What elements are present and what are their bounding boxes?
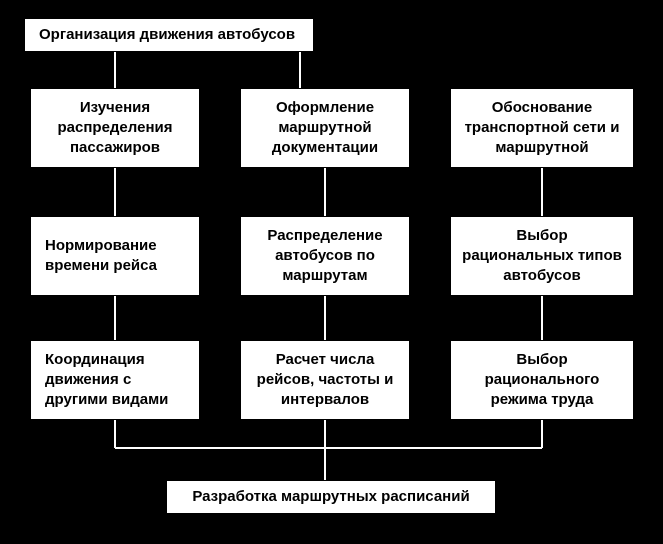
node-title: Организация движения автобусов (24, 18, 314, 52)
node-label: Выбор рациональных типов автобусов (459, 226, 625, 287)
node-label: Организация движения автобусов (39, 25, 295, 45)
node-label: Распределение автобусов по маршрутам (249, 226, 401, 287)
node-label: Выбор рационального режима труда (459, 350, 625, 411)
node-r2c2: Распределение автобусов по маршрутам (240, 216, 410, 296)
node-r3c1: Координация движения с другими видами (30, 340, 200, 420)
node-r1c1: Изучения распределения пассажиров (30, 88, 200, 168)
node-label: Координация движения с другими видами (45, 350, 191, 411)
diagram-canvas: Организация движения автобусов Изучения р… (0, 0, 663, 544)
node-r1c2: Оформление маршрутной документации (240, 88, 410, 168)
node-r1c3: Обоснование транспортной сети и маршрутн… (450, 88, 634, 168)
node-label: Нормирование времени рейса (45, 236, 191, 277)
node-footer: Разработка маршрутных расписаний (166, 480, 496, 514)
node-label: Оформление маршрутной документации (249, 98, 401, 159)
node-label: Обоснование транспортной сети и маршрутн… (459, 98, 625, 159)
node-label: Расчет числа рейсов, частоты и интервало… (249, 350, 401, 411)
node-label: Разработка маршрутных расписаний (192, 487, 469, 507)
node-label: Изучения распределения пассажиров (39, 98, 191, 159)
node-r3c2: Расчет числа рейсов, частоты и интервало… (240, 340, 410, 420)
node-r2c1: Нормирование времени рейса (30, 216, 200, 296)
node-r2c3: Выбор рациональных типов автобусов (450, 216, 634, 296)
node-r3c3: Выбор рационального режима труда (450, 340, 634, 420)
